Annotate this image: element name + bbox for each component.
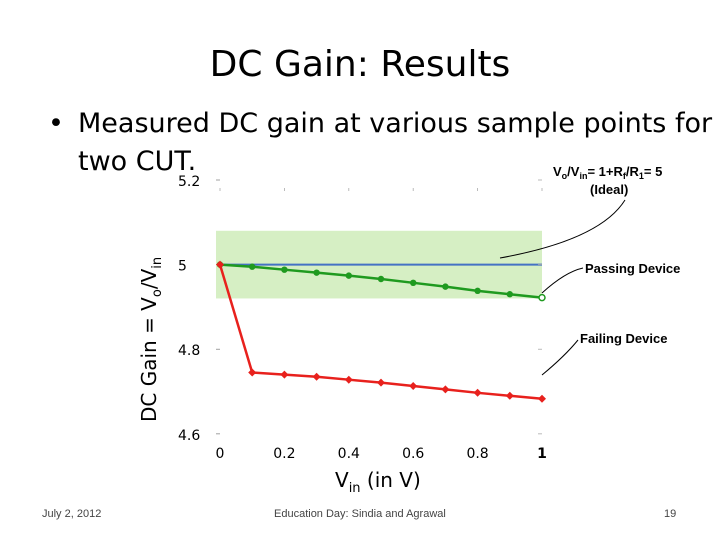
series-1-point: [312, 372, 321, 381]
x-label-main: V: [335, 468, 349, 492]
formula-eq: = 1+R: [587, 164, 623, 179]
y-label-sub1: o: [150, 289, 165, 297]
y-axis-label: DC Gain = Vo/Vin: [137, 257, 165, 422]
y-label-main: DC Gain = V: [137, 297, 161, 422]
series-layer: [216, 260, 546, 403]
series-0-point: [377, 275, 385, 283]
formula-end: = 5: [644, 164, 662, 179]
y-label-sub2: in: [150, 257, 165, 269]
ideal-note: (Ideal): [590, 182, 628, 197]
passing-callout: [541, 267, 584, 294]
formula-sub-1: 1: [639, 171, 644, 181]
x-axis-label: Vin (in V): [335, 468, 421, 496]
y-tick-label: 5: [178, 259, 187, 275]
series-1-point: [409, 382, 418, 391]
x-tick-label: 0.6: [402, 446, 424, 462]
series-0-point: [345, 272, 352, 279]
formula-slash-r: /R: [626, 164, 640, 179]
series-0-point: [410, 279, 417, 287]
x-tick-label: 1: [537, 446, 547, 462]
x-label-rest: (in V): [361, 468, 421, 492]
series-1-point: [441, 385, 450, 394]
x-label-sub: in: [349, 481, 361, 496]
series-0-point: [506, 291, 513, 298]
formula-sub-f: f: [623, 171, 627, 181]
formula-slash-v: /V: [567, 164, 580, 179]
axis-ticks: 4.6 4.8 5 5.2 0 0.2 0.4 0.6 0.8 1: [178, 174, 547, 462]
passing-label: Passing Device: [585, 261, 680, 276]
series-1-point: [377, 378, 385, 387]
x-tick-label: 0.4: [338, 446, 360, 462]
formula-sub-in: in: [579, 171, 587, 181]
failing-callout: [541, 339, 579, 376]
formula-v: V: [553, 164, 562, 179]
series-1-point: [505, 391, 514, 400]
x-tick-label: 0.8: [466, 446, 488, 462]
series-0-point: [474, 287, 481, 295]
series-1-point: [216, 260, 224, 269]
series-1-point: [280, 370, 289, 379]
bullet-text-line1: Measured DC gain at various sample point…: [78, 108, 713, 139]
series-1-point: [538, 394, 546, 403]
series-1-point: [248, 368, 257, 377]
series-0-point: [249, 263, 256, 270]
series-0-point: [538, 293, 546, 302]
footer-center: Education Day: Sindia and Agrawal: [274, 508, 446, 520]
failing-label: Failing Device: [580, 331, 667, 346]
series-0-point: [442, 283, 449, 290]
bullet-dot: •: [48, 108, 64, 139]
footer-page: 19: [664, 508, 677, 520]
y-label-mid: /V: [137, 268, 161, 289]
series-0-point: [281, 266, 288, 273]
ideal-formula: Vo/Vin= 1+Rf/R1= 5: [553, 164, 662, 181]
x-tick-label: 0: [216, 446, 225, 462]
slide-title: DC Gain: Results: [209, 44, 511, 85]
series-1-point: [473, 388, 482, 397]
footer-date: July 2, 2012: [42, 508, 102, 520]
y-tick-label: 4.6: [178, 428, 200, 444]
formula-sub-o: o: [562, 171, 568, 181]
series-0-point: [313, 269, 320, 276]
x-tick-label: 0.2: [273, 446, 295, 462]
y-tick-label: 5.2: [178, 174, 200, 190]
y-tick-label: 4.8: [178, 343, 200, 359]
ideal-callout: [499, 199, 626, 259]
bullet-text-line2: two CUT.: [78, 146, 197, 177]
series-1-point: [344, 375, 353, 384]
